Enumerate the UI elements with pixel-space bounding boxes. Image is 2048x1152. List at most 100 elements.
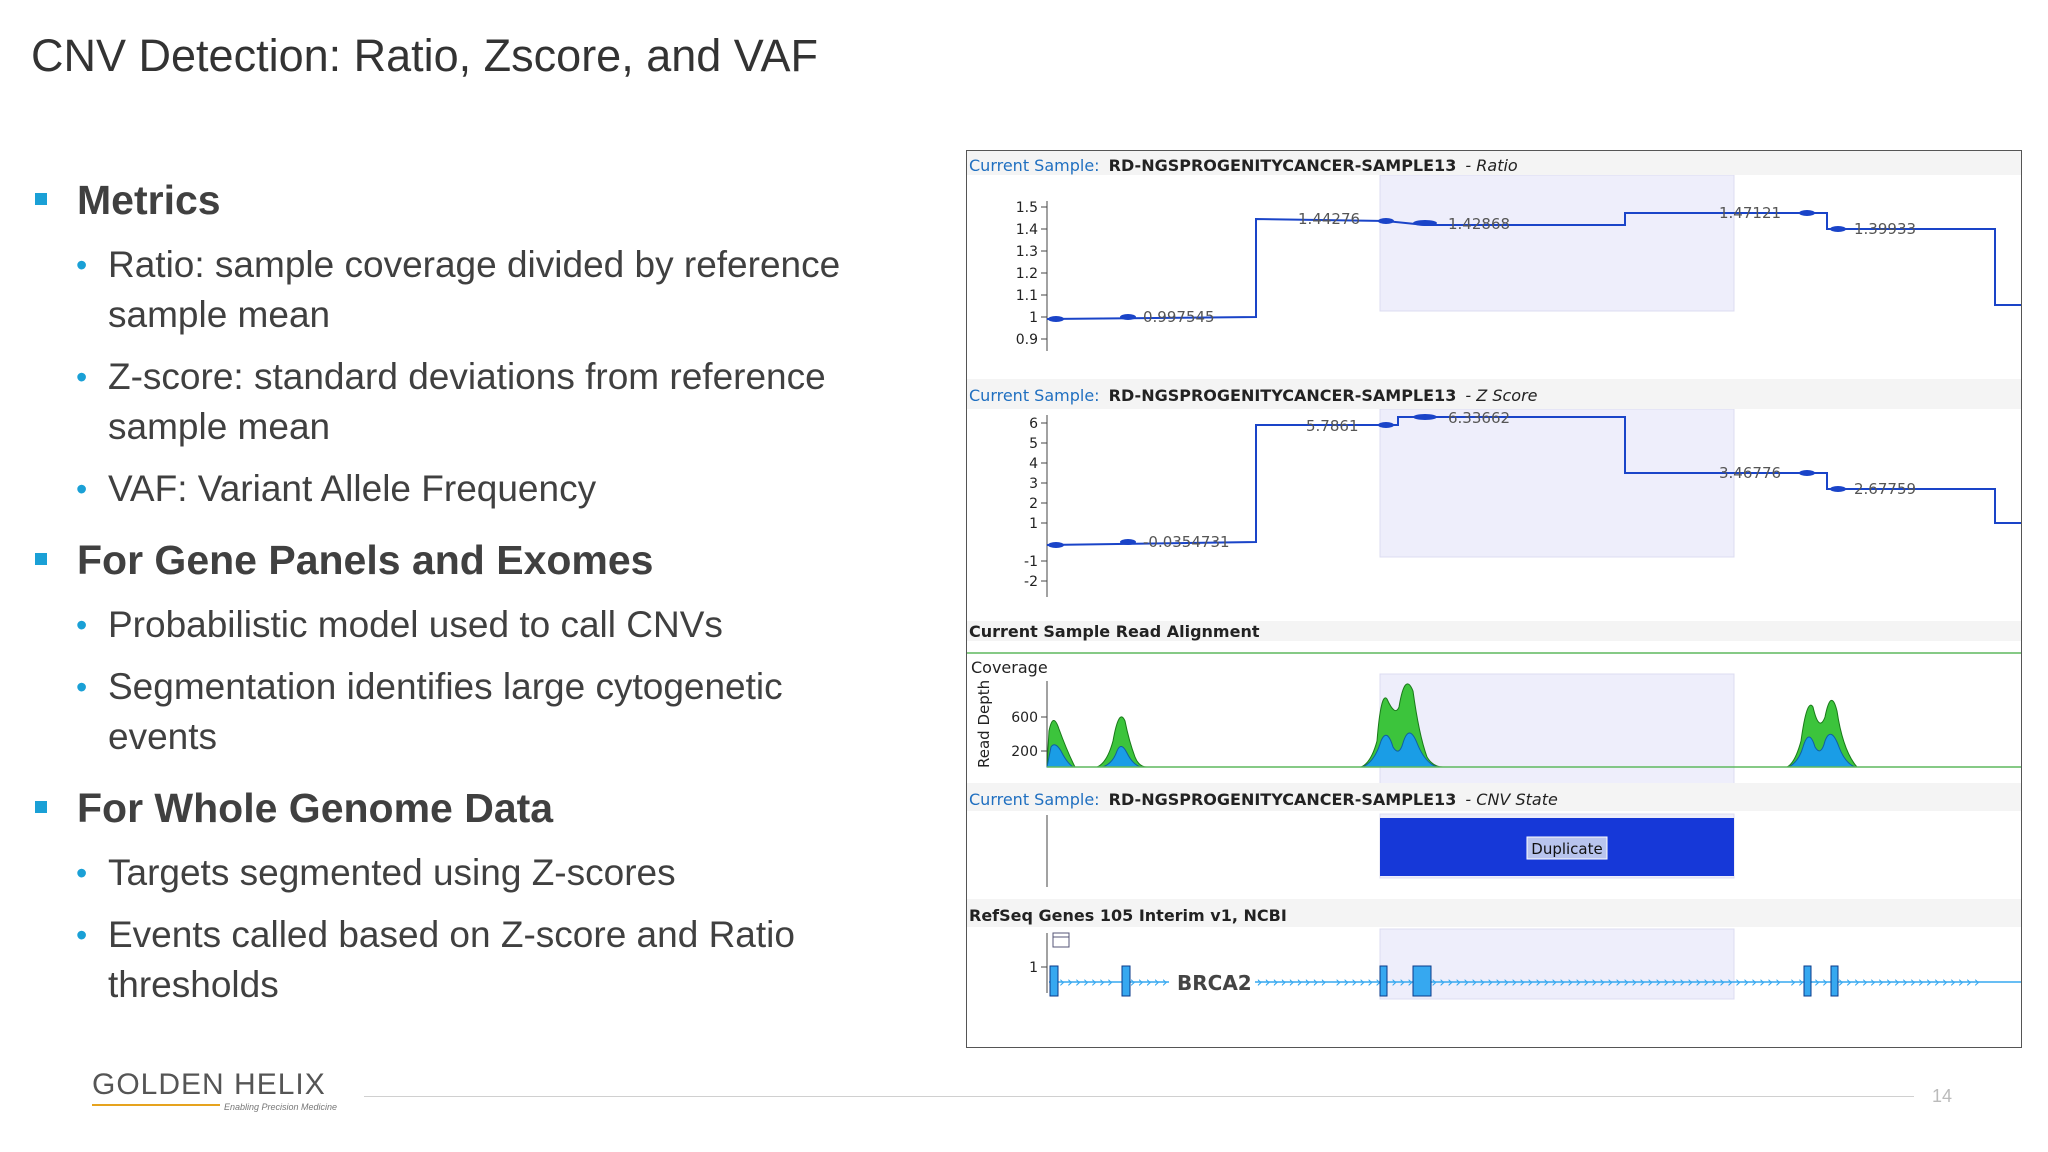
tick-label: 1	[1029, 310, 1038, 326]
track-header	[967, 621, 2021, 641]
value-label: 1.42868	[1448, 215, 1510, 233]
sub-bullet-text: Events called based on Z-score and Ratio…	[108, 914, 795, 1005]
bullet-heading: For Gene Panels and Exomes	[77, 537, 654, 583]
coverage-y-axis	[1041, 681, 1048, 767]
coverage-blue	[1046, 732, 1856, 768]
ratio-suffix: - Ratio	[1465, 156, 1518, 175]
dot-bullet-icon: •	[76, 917, 88, 953]
tick-label: 2	[1029, 496, 1038, 512]
value-label: 2.67759	[1854, 480, 1916, 498]
bullet-gene-panels: For Gene Panels and Exomes	[32, 532, 912, 588]
footer-rule	[364, 1096, 1914, 1097]
value-label: 1.39933	[1854, 220, 1916, 238]
cnv-suffix: - CNV State	[1465, 790, 1558, 809]
zscore-value-labels: -0.0354731 5.7861 6.33662 3.46776 2.6775…	[1143, 409, 1916, 551]
genome-browser-screenshot: Current Sample: RD-NGSPROGENITYCANCER-SA…	[966, 150, 2022, 1048]
tick-label: 1.5	[1016, 200, 1038, 216]
sub-bullet: • VAF: Variant Allele Frequency	[32, 464, 868, 514]
tick-label: 6	[1029, 416, 1038, 432]
tick-label: -1	[1024, 554, 1038, 570]
alignment-title: Current Sample Read Alignment	[969, 622, 1260, 641]
intron-arrows: ››››››› ››››››› ›››››››››››››››››› ›››››…	[1059, 973, 1982, 991]
bullet-whole-genome: For Whole Genome Data	[32, 780, 912, 836]
tick-label: 4	[1029, 456, 1038, 472]
bullet-list: Metrics • Ratio: sample coverage divided …	[32, 172, 912, 1010]
expand-track-icon	[1052, 932, 1070, 948]
svg-text:Current Sample: RD-NGSPROG: Current Sample: RD-NGSPROGENITYCANCER-SA…	[969, 156, 1518, 175]
track-header	[967, 783, 2021, 811]
sub-bullet-text: Ratio: sample coverage divided by refere…	[108, 244, 841, 335]
square-bullet-icon	[35, 801, 47, 813]
bullet-heading: Metrics	[77, 177, 221, 223]
square-bullet-icon	[35, 193, 47, 205]
highlight-region	[1379, 174, 1735, 312]
sub-bullet: • Probabilistic model used to call CNVs	[32, 600, 868, 650]
highlight-region	[1379, 673, 1735, 797]
zscore-suffix: - Z Score	[1465, 386, 1537, 405]
svg-text:Current Sample: RD-NGSPROG: Current Sample: RD-NGSPROGENITYCANCER-SA…	[969, 386, 1538, 405]
dot-bullet-icon: •	[76, 359, 88, 395]
tick-label: 3	[1029, 476, 1038, 492]
sample-prefix: Current Sample:	[969, 790, 1100, 809]
cnv-state-label: Duplicate	[1531, 840, 1602, 858]
svg-text:Current Sample: RD-NGSPROG: Current Sample: RD-NGSPROGENITYCANCER-SA…	[969, 790, 1558, 809]
ratio-y-axis	[1041, 201, 1048, 351]
sub-bullet: • Ratio: sample coverage divided by refer…	[32, 240, 868, 340]
sub-bullet: • Targets segmented using Z-scores	[32, 848, 868, 898]
coverage-label: Coverage	[971, 658, 1048, 677]
sub-bullet-text: Segmentation identifies large cytogeneti…	[108, 666, 783, 757]
value-label: 3.46776	[1719, 464, 1781, 482]
sub-bullet: • Events called based on Z-score and Rati…	[32, 910, 868, 1010]
sample-prefix: Current Sample:	[969, 156, 1100, 175]
tick-label: 0.9	[1016, 332, 1038, 348]
read-depth-label: Read Depth	[975, 680, 993, 768]
track-header	[967, 379, 2021, 409]
track-header	[967, 151, 2021, 175]
value-label: 1.44276	[1298, 210, 1360, 228]
zscore-tick-labels: 6 5 4 3 2 1 -1 -2	[1024, 416, 1038, 590]
value-label: 0.997545	[1143, 308, 1215, 326]
value-label: 6.33662	[1448, 409, 1510, 427]
dot-bullet-icon: •	[76, 471, 88, 507]
sub-bullet-text: Targets segmented using Z-scores	[108, 852, 676, 893]
tick-label: 600	[1011, 710, 1038, 726]
highlight-region	[1379, 408, 1735, 558]
gene-track-title: RefSeq Genes 105 Interim v1, NCBI	[969, 906, 1287, 925]
value-label: -0.0354731	[1143, 533, 1230, 551]
bullet-heading: For Whole Genome Data	[77, 785, 554, 831]
exons	[1049, 965, 1839, 997]
dot-bullet-icon: •	[76, 855, 88, 891]
tick-label: -2	[1024, 574, 1038, 590]
tick-label: 5	[1029, 436, 1038, 452]
value-label: 1.47121	[1719, 204, 1781, 222]
square-bullet-icon	[35, 553, 47, 565]
sub-bullet: • Segmentation identifies large cytogenet…	[32, 662, 868, 762]
ratio-points	[1048, 210, 1846, 322]
ratio-value-labels: 0.997545 1.44276 1.42868 1.47121 1.39933	[1143, 204, 1916, 326]
ratio-segment-line	[1046, 212, 2021, 320]
zscore-segment-line	[1046, 416, 2021, 546]
cnv-state-badge	[1526, 836, 1608, 860]
logo-tagline: Enabling Precision Medicine	[224, 1102, 338, 1112]
page-number: 14	[1932, 1086, 1953, 1106]
sample-id: RD-NGSPROGENITYCANCER-SAMPLE13	[1109, 790, 1457, 809]
highlight-region	[1379, 928, 1735, 1000]
tick-label: 200	[1011, 744, 1038, 760]
ratio-tick-labels: 1.5 1.4 1.3 1.2 1.1 1 0.9	[1016, 200, 1038, 348]
sample-id: RD-NGSPROGENITYCANCER-SAMPLE13	[1109, 386, 1457, 405]
value-label: 5.7861	[1306, 417, 1359, 435]
sample-prefix: Current Sample:	[969, 386, 1100, 405]
dot-bullet-icon: •	[76, 669, 88, 705]
tick-label: 1	[1029, 516, 1038, 532]
sub-bullet-text: Probabilistic model used to call CNVs	[108, 604, 723, 645]
sub-bullet: • Z-score: standard deviations from refer…	[32, 352, 868, 452]
sub-bullet-text: Z-score: standard deviations from refere…	[108, 356, 826, 447]
gene-label: BRCA2	[1177, 971, 1252, 995]
company-logo: GOLDEN HELIX Enabling Precision Medicine	[92, 1068, 337, 1112]
sample-id: RD-NGSPROGENITYCANCER-SAMPLE13	[1109, 156, 1457, 175]
zscore-points	[1048, 414, 1846, 548]
logo-underline	[92, 1104, 220, 1106]
tick-label: 1.4	[1016, 222, 1038, 238]
dot-bullet-icon: •	[76, 607, 88, 643]
bullet-metrics: Metrics	[32, 172, 912, 228]
